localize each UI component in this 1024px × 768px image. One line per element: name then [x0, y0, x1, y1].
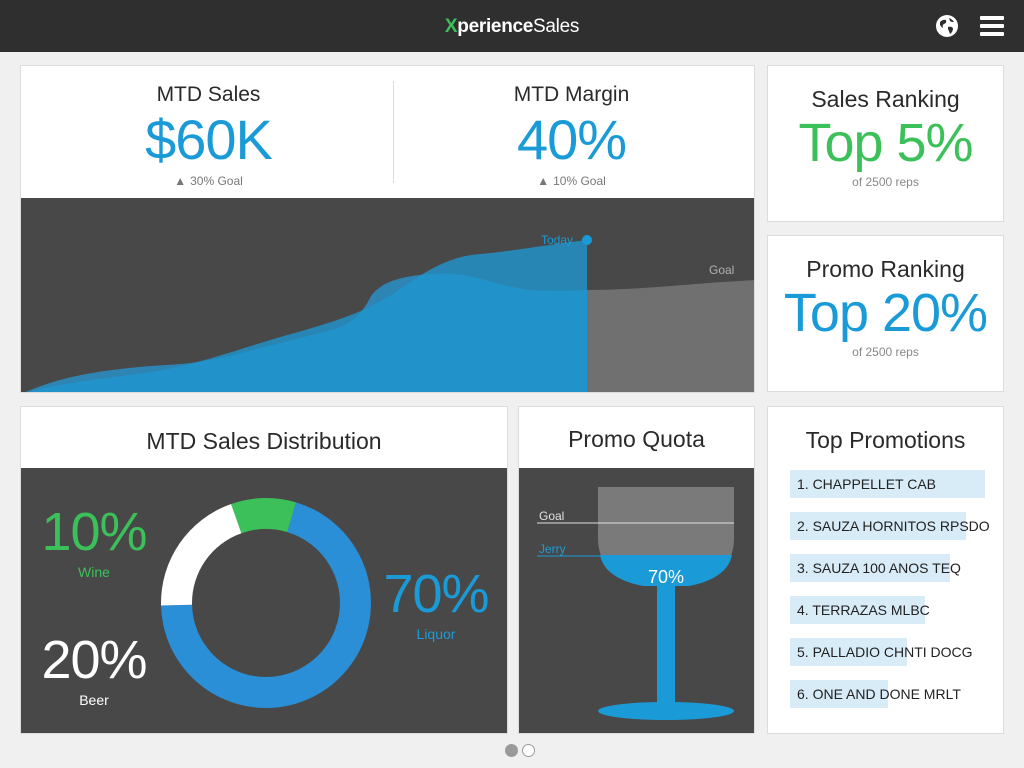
promo-ranking-sub: of 2500 reps [852, 345, 919, 359]
liquor-label: Liquor [416, 626, 456, 642]
promo-item[interactable]: 4. TERRAZAS MLBC [790, 596, 990, 624]
brand-end: Sales [533, 16, 580, 37]
mtd-sales-goal: ▲ 30% Goal [26, 174, 391, 188]
glass-stem [657, 584, 675, 704]
promo-share-bar [790, 470, 985, 498]
promo-share-bar [790, 638, 907, 666]
promo-item-label: 5. PALLADIO CHNTI DOCG [797, 644, 973, 660]
promo-ranking-card: Promo Ranking Top 20% of 2500 reps [767, 235, 1004, 392]
promo-share-bar [790, 596, 925, 624]
mtd-margin-title: MTD Margin [513, 83, 630, 106]
beer-value: 20% [41, 630, 147, 690]
page-indicator [505, 744, 545, 758]
promo-share-bar [790, 512, 966, 540]
promo-item[interactable]: 1. CHAPPELLET CAB [790, 470, 990, 498]
goal-line-label: Goal [539, 509, 564, 523]
promo-item[interactable]: 5. PALLADIO CHNTI DOCG [790, 638, 990, 666]
promo-ranking-value: Top 20% [783, 283, 988, 343]
beer-label: Beer [79, 692, 109, 708]
goal-projection-area [587, 280, 754, 392]
app-brand: XperienceSales [0, 16, 1024, 38]
sales-distribution-card: MTD Sales Distribution 10% Wine 20% Beer… [20, 406, 508, 734]
distribution-donut [161, 498, 371, 708]
liquor-value: 70% [383, 564, 489, 624]
donut-slice-beer [161, 503, 242, 606]
promo-quota-title: Promo Quota [568, 426, 705, 452]
sales-ranking-title: Sales Ranking [811, 86, 960, 112]
promo-item[interactable]: 3. SAUZA 100 ANOS TEQ [790, 554, 990, 582]
beer-stat: 20% Beer [39, 632, 149, 708]
brand-middle: perience [457, 16, 534, 37]
mtd-sales-title: MTD Sales [156, 83, 261, 106]
mtd-sales-kpi: MTD Sales $60K ▲ 30% Goal [26, 66, 391, 196]
today-label: Today [541, 233, 573, 247]
mtd-sales-value: $60K [145, 108, 273, 171]
menu-icon[interactable] [980, 16, 1004, 36]
wine-stat: 10% Wine [39, 504, 149, 580]
quota-fill-value: 70% [648, 567, 684, 587]
mtd-sales-goal-text: 30% Goal [190, 174, 243, 188]
mtd-margin-goal-text: 10% Goal [553, 174, 606, 188]
page-dot-1[interactable] [505, 744, 518, 757]
glass-bowl-fill [600, 555, 732, 586]
promo-item-label: 6. ONE AND DONE MRLT [797, 686, 961, 702]
promo-share-bar [790, 554, 950, 582]
arrow-up-icon: ▲ [174, 174, 187, 188]
wine-label: Wine [78, 564, 110, 580]
page-dot-2[interactable] [522, 744, 535, 757]
mtd-margin-kpi: MTD Margin 40% ▲ 10% Goal [389, 66, 754, 196]
liquor-stat: 70% Liquor [381, 566, 491, 642]
sales-ranking-value: Top 5% [798, 113, 973, 173]
distribution-body: 10% Wine 20% Beer 70% Liquor [21, 468, 507, 733]
promotions-list: 1. CHAPPELLET CAB 2. SAUZA HORNITOS RPSD… [790, 470, 990, 722]
mtd-margin-value: 40% [516, 108, 627, 171]
mtd-card: MTD Sales $60K ▲ 30% Goal MTD Margin 40% … [20, 65, 755, 393]
promo-item-label: 1. CHAPPELLET CAB [797, 476, 937, 492]
arrow-up-icon: ▲ [537, 174, 550, 188]
donut-slice-liquor [161, 502, 371, 708]
promo-share-bar [790, 680, 888, 708]
promo-item-label: 4. TERRAZAS MLBC [797, 602, 930, 618]
promo-item[interactable]: 2. SAUZA HORNITOS RPSDO [790, 512, 990, 540]
mtd-progress-chart: Today Goal [21, 198, 754, 392]
promo-quota-body: Goal Jerry 70% [519, 468, 754, 733]
promo-quota-card: Promo Quota Goal Jerry 70% [518, 406, 755, 734]
brand-x: X [444, 16, 458, 37]
sales-ranking-card: Sales Ranking Top 5% of 2500 reps [767, 65, 1004, 222]
promo-ranking-title: Promo Ranking [806, 256, 965, 282]
actual-sales-area [28, 240, 587, 392]
goal-label: Goal [709, 263, 734, 277]
top-promotions-card: Top Promotions 1. CHAPPELLET CAB 2. SAUZ… [767, 406, 1004, 734]
mtd-margin-goal: ▲ 10% Goal [389, 174, 754, 188]
top-promotions-title: Top Promotions [805, 427, 966, 453]
jerry-line-label: Jerry [539, 542, 566, 556]
promo-item-label: 2. SAUZA HORNITOS RPSDO [797, 518, 990, 534]
glass-base [598, 702, 734, 720]
top-bar: XperienceSales [0, 0, 1024, 52]
wine-value: 10% [41, 502, 147, 562]
kpi-divider [393, 81, 394, 183]
globe-icon[interactable] [935, 14, 959, 38]
wine-glass-graphic: Goal Jerry 70% [537, 487, 734, 720]
sales-ranking-sub: of 2500 reps [852, 175, 919, 189]
donut-slice-wine [231, 498, 297, 534]
today-marker [582, 235, 592, 245]
promo-item-label: 3. SAUZA 100 ANOS TEQ [797, 560, 961, 576]
distribution-title: MTD Sales Distribution [146, 428, 382, 454]
promo-item[interactable]: 6. ONE AND DONE MRLT [790, 680, 990, 708]
